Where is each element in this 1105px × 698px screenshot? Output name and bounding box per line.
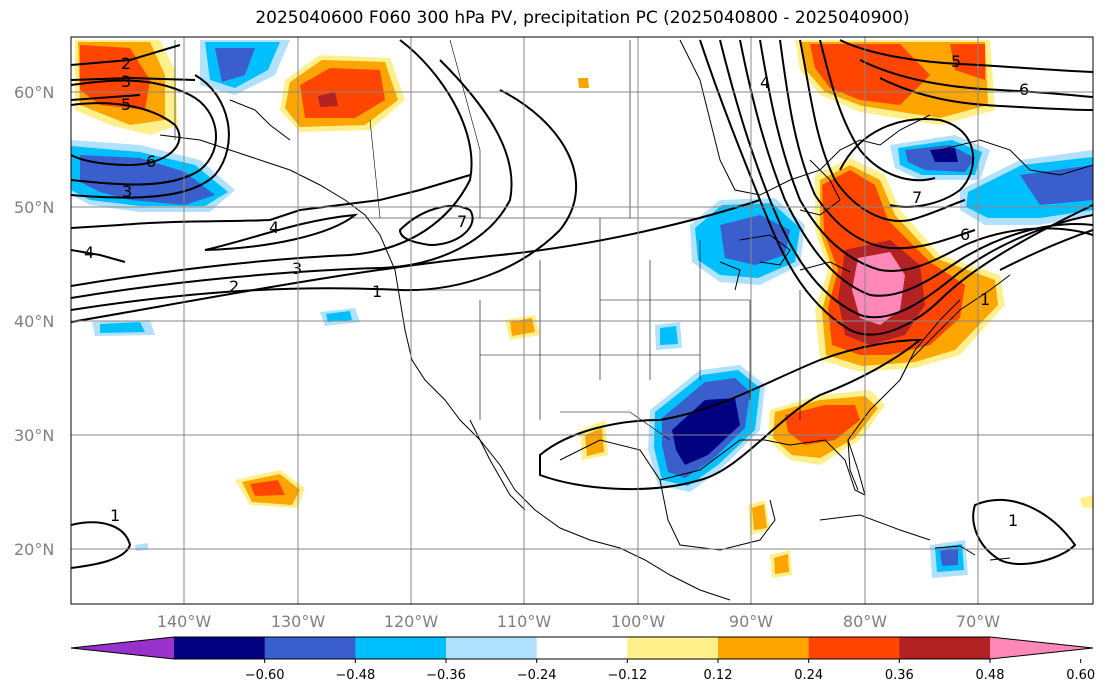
contour-label: 6 bbox=[960, 225, 970, 244]
lon-label: 140°W bbox=[157, 612, 212, 631]
contour-label: 4 bbox=[760, 73, 770, 92]
colorbar-label: −0.48 bbox=[335, 668, 375, 683]
colorbar-label: 0.12 bbox=[704, 668, 733, 683]
lon-label: 80°W bbox=[843, 612, 887, 631]
precip-shading bbox=[71, 40, 1093, 578]
lat-label: 60°N bbox=[14, 83, 54, 102]
coastlines bbox=[159, 39, 1093, 601]
colorbar-swatch bbox=[264, 637, 356, 659]
colorbar-swatch bbox=[718, 637, 810, 659]
colorbar-swatch bbox=[174, 637, 266, 659]
contour-label: 6 bbox=[146, 152, 156, 171]
colorbar-label: 0.24 bbox=[794, 668, 823, 683]
colorbar-label: −0.36 bbox=[426, 668, 466, 683]
lon-label: 130°W bbox=[271, 612, 326, 631]
colorbar-label: 0.60 bbox=[1066, 668, 1095, 683]
colorbar-extend-high bbox=[990, 637, 1093, 659]
colorbar-label: −0.24 bbox=[517, 668, 557, 683]
colorbar-label: 0.48 bbox=[976, 668, 1005, 683]
contour-label: 5 bbox=[951, 52, 961, 71]
contour-label: 7 bbox=[457, 212, 467, 231]
colorbar-label: −0.12 bbox=[607, 668, 647, 683]
contour-label-group: 2 3 5 6 3 4 3 2 1 4 1 7 7 6 5 6 1 1 4 bbox=[84, 52, 1029, 530]
map-frame bbox=[70, 36, 1094, 605]
contour-label: 1 bbox=[1008, 511, 1018, 530]
lat-label: 30°N bbox=[14, 426, 54, 445]
colorbar-outline bbox=[70, 636, 1094, 660]
latitude-labels: 60°N 50°N 40°N 30°N 20°N bbox=[14, 83, 54, 559]
lon-label: 90°W bbox=[729, 612, 773, 631]
contour-label: 3 bbox=[292, 259, 302, 278]
map-title: 2025040600 F060 300 hPa PV, precipitatio… bbox=[255, 8, 910, 28]
colorbar-label: 0.36 bbox=[885, 668, 914, 683]
longitude-labels: 140°W 130°W 120°W 110°W 100°W 90°W 80°W … bbox=[157, 612, 1000, 631]
contour-label: 6 bbox=[1019, 80, 1029, 99]
contour-label: 3 bbox=[122, 182, 132, 201]
gridlines bbox=[71, 37, 1093, 604]
lon-label: 120°W bbox=[384, 612, 439, 631]
colorbar-swatch bbox=[355, 637, 447, 659]
contour-label: 2 bbox=[121, 54, 131, 73]
colorbar-swatch bbox=[536, 637, 628, 659]
contour-label: 3 bbox=[121, 72, 131, 91]
contour-label: 1 bbox=[980, 290, 990, 309]
colorbar-label: −0.60 bbox=[245, 668, 285, 683]
contour-label: 2 bbox=[229, 277, 239, 296]
lon-label: 70°W bbox=[956, 612, 1000, 631]
contour-label: 4 bbox=[84, 243, 94, 262]
colorbar-swatch bbox=[446, 637, 538, 659]
contour-label: 1 bbox=[372, 282, 382, 301]
lat-label: 40°N bbox=[14, 312, 54, 331]
colorbar-swatch bbox=[627, 637, 719, 659]
contour-label: 5 bbox=[121, 95, 131, 114]
contour-label: 1 bbox=[110, 506, 120, 525]
colorbar-extend-low bbox=[71, 637, 174, 659]
political-borders bbox=[174, 39, 801, 441]
colorbar: −0.60 −0.48 −0.36 −0.24 −0.12 0.12 0.24 0.36 0.4… bbox=[70, 636, 1095, 683]
contour-label: 4 bbox=[269, 218, 279, 237]
lat-label: 50°N bbox=[14, 198, 54, 217]
contour-label: 7 bbox=[912, 188, 922, 207]
lat-label: 20°N bbox=[14, 540, 54, 559]
lon-label: 110°W bbox=[497, 612, 552, 631]
colorbar-swatch bbox=[899, 637, 991, 659]
lon-label: 100°W bbox=[611, 612, 666, 631]
colorbar-swatch bbox=[808, 637, 900, 659]
